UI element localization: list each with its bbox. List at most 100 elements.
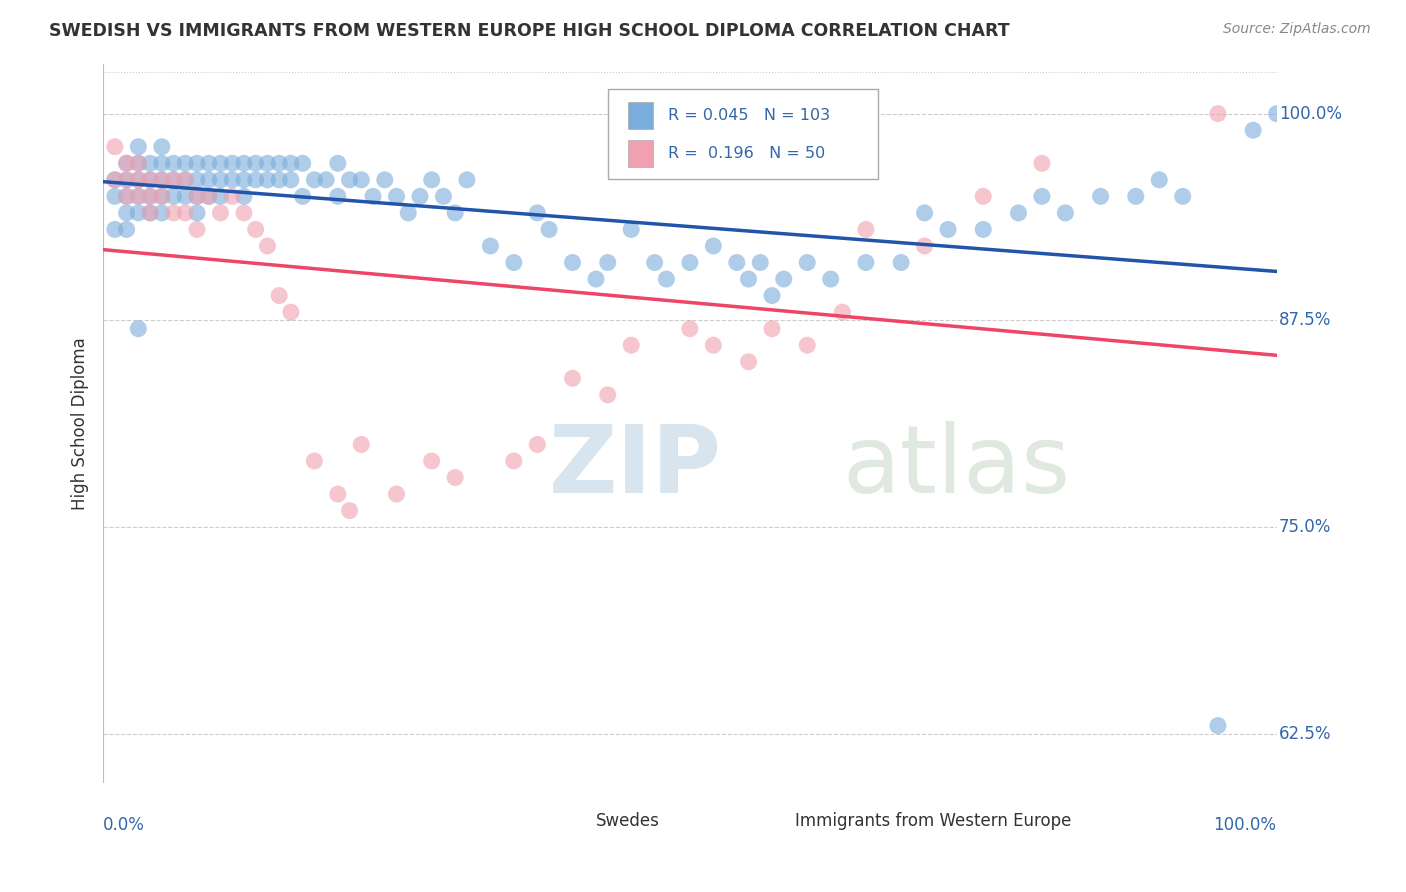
Point bbox=[221, 189, 243, 203]
Y-axis label: High School Diploma: High School Diploma bbox=[72, 337, 89, 510]
Point bbox=[197, 173, 219, 187]
Point bbox=[291, 189, 314, 203]
Point bbox=[174, 189, 197, 203]
Point bbox=[737, 355, 759, 369]
Point bbox=[127, 321, 149, 335]
Text: R =  0.196   N = 50: R = 0.196 N = 50 bbox=[668, 146, 825, 161]
Point bbox=[139, 156, 162, 170]
Text: 100.0%: 100.0% bbox=[1213, 816, 1277, 834]
Point bbox=[186, 206, 208, 220]
Point bbox=[914, 206, 936, 220]
Point bbox=[831, 305, 853, 319]
Point bbox=[1054, 206, 1077, 220]
Bar bbox=[627, 140, 654, 168]
Point bbox=[396, 206, 419, 220]
Point bbox=[139, 189, 162, 203]
Text: 0.0%: 0.0% bbox=[103, 816, 145, 834]
Bar bbox=[627, 102, 654, 129]
Point bbox=[162, 189, 184, 203]
Point bbox=[127, 156, 149, 170]
Point bbox=[432, 189, 454, 203]
Point bbox=[1171, 189, 1194, 203]
Point bbox=[115, 206, 138, 220]
Point bbox=[1031, 189, 1053, 203]
Text: 87.5%: 87.5% bbox=[1279, 311, 1331, 329]
Point bbox=[115, 156, 138, 170]
Point bbox=[115, 173, 138, 187]
Text: 62.5%: 62.5% bbox=[1279, 725, 1331, 743]
Point bbox=[679, 321, 702, 335]
Point bbox=[350, 173, 373, 187]
Point bbox=[162, 173, 184, 187]
Point bbox=[104, 173, 127, 187]
Point bbox=[526, 437, 548, 451]
Text: Immigrants from Western Europe: Immigrants from Western Europe bbox=[796, 812, 1071, 830]
Point bbox=[174, 173, 197, 187]
Text: 100.0%: 100.0% bbox=[1279, 104, 1341, 123]
Point bbox=[139, 173, 162, 187]
Point bbox=[139, 206, 162, 220]
Point bbox=[304, 454, 326, 468]
Point bbox=[936, 222, 959, 236]
Point bbox=[679, 255, 702, 269]
Point bbox=[186, 189, 208, 203]
Text: Swedes: Swedes bbox=[596, 812, 659, 830]
Point bbox=[233, 189, 256, 203]
Text: Source: ZipAtlas.com: Source: ZipAtlas.com bbox=[1223, 22, 1371, 37]
Point bbox=[174, 173, 197, 187]
Point bbox=[644, 255, 666, 269]
Point bbox=[197, 189, 219, 203]
Point bbox=[186, 156, 208, 170]
Point bbox=[339, 173, 361, 187]
Point bbox=[150, 189, 173, 203]
Point bbox=[456, 173, 478, 187]
Point bbox=[972, 222, 994, 236]
Point bbox=[1149, 173, 1171, 187]
Point bbox=[855, 222, 877, 236]
Point bbox=[280, 173, 302, 187]
Point bbox=[420, 173, 443, 187]
Point bbox=[409, 189, 432, 203]
Point bbox=[104, 173, 127, 187]
Point bbox=[596, 388, 619, 402]
Point bbox=[374, 173, 396, 187]
Point bbox=[127, 156, 149, 170]
Point bbox=[150, 156, 173, 170]
Point bbox=[890, 255, 912, 269]
Point bbox=[796, 338, 818, 352]
Point bbox=[186, 222, 208, 236]
Point bbox=[304, 173, 326, 187]
Point bbox=[269, 156, 291, 170]
Point bbox=[1265, 106, 1288, 120]
Point bbox=[526, 206, 548, 220]
Point bbox=[139, 206, 162, 220]
Point bbox=[150, 189, 173, 203]
Point bbox=[855, 255, 877, 269]
Point bbox=[174, 206, 197, 220]
Point bbox=[326, 189, 349, 203]
Text: SWEDISH VS IMMIGRANTS FROM WESTERN EUROPE HIGH SCHOOL DIPLOMA CORRELATION CHART: SWEDISH VS IMMIGRANTS FROM WESTERN EUROP… bbox=[49, 22, 1010, 40]
Point bbox=[1241, 123, 1264, 137]
Point bbox=[233, 206, 256, 220]
Point bbox=[620, 338, 643, 352]
Point bbox=[820, 272, 842, 286]
Point bbox=[339, 503, 361, 517]
Point bbox=[115, 189, 138, 203]
Point bbox=[972, 189, 994, 203]
Point bbox=[269, 288, 291, 302]
Point bbox=[725, 255, 748, 269]
Point bbox=[221, 173, 243, 187]
FancyBboxPatch shape bbox=[607, 89, 877, 179]
Point bbox=[620, 222, 643, 236]
Point bbox=[1090, 189, 1112, 203]
Point bbox=[1031, 156, 1053, 170]
Point bbox=[655, 272, 678, 286]
Point bbox=[702, 239, 724, 253]
Point bbox=[115, 156, 138, 170]
Text: ZIP: ZIP bbox=[550, 421, 721, 513]
Point bbox=[150, 140, 173, 154]
Point bbox=[139, 189, 162, 203]
Point bbox=[115, 173, 138, 187]
Point bbox=[256, 173, 278, 187]
Point bbox=[127, 189, 149, 203]
